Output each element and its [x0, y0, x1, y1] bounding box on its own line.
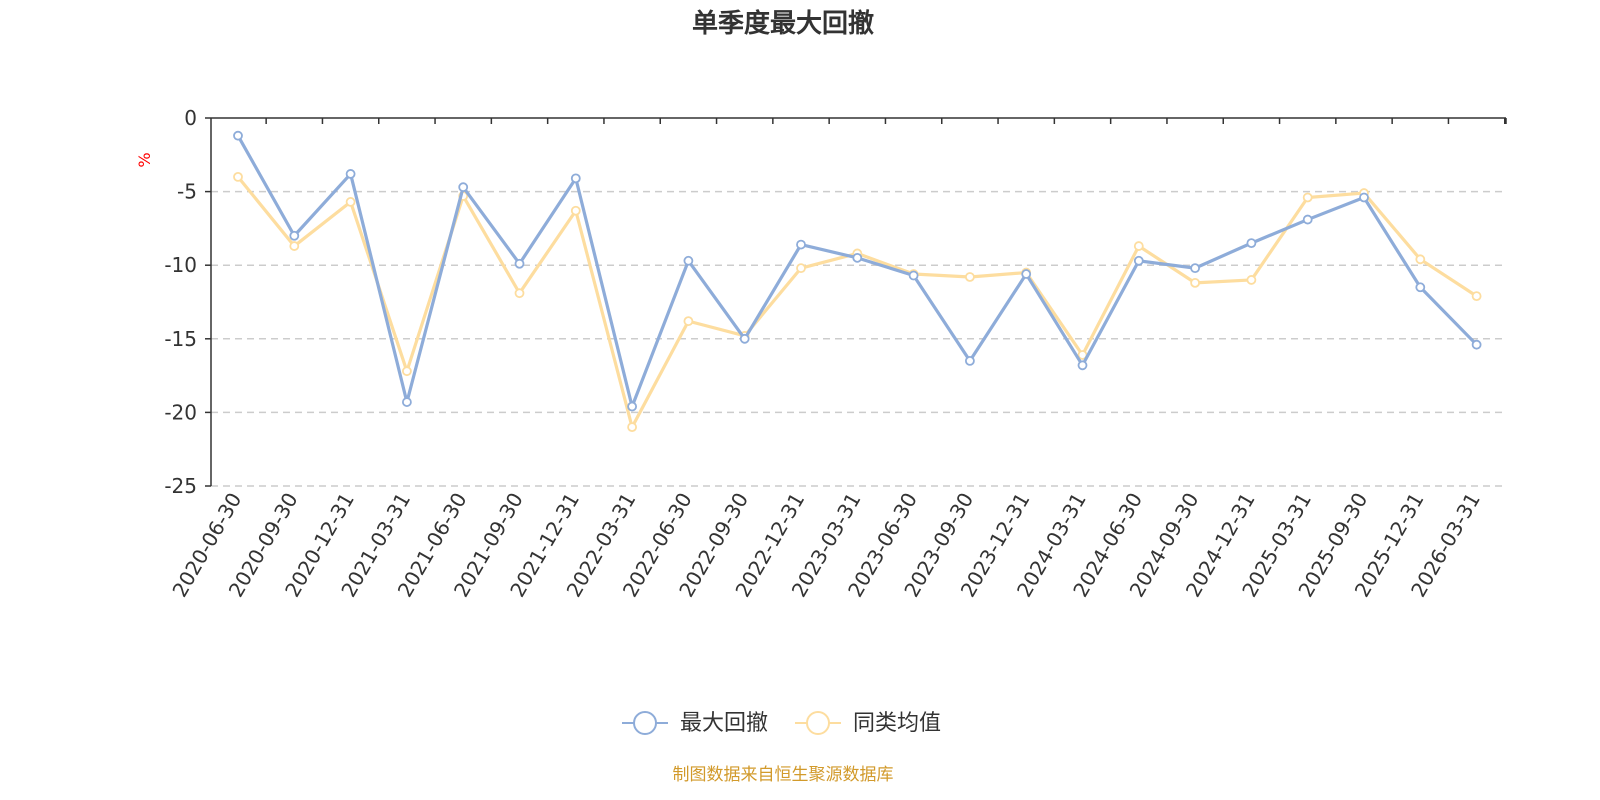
data-point: [1133, 255, 1144, 266]
legend-circle-icon: [633, 711, 657, 735]
data-point: [1190, 277, 1200, 288]
data-point: [965, 355, 975, 366]
data-point: [570, 205, 581, 216]
grid-lines: [211, 190, 1506, 487]
legend-item-series-2[interactable]: 同类均值: [795, 711, 941, 736]
y-tick-label: -5: [177, 180, 197, 204]
legend-item-series-1[interactable]: 最大回撤: [622, 711, 768, 736]
data-point: [1302, 214, 1313, 225]
data-point: [458, 182, 469, 193]
axes: [205, 117, 1507, 487]
data-point: [233, 130, 243, 141]
y-tick-label: -25: [164, 474, 197, 498]
data-point: [514, 288, 525, 299]
data-point: [965, 272, 975, 282]
data-point: [627, 422, 637, 433]
data-point: [289, 241, 300, 251]
data-point: [289, 230, 300, 241]
y-tick-labels: 0 -5 -10 -15 -20 -25: [164, 106, 197, 498]
legend[interactable]: 最大回撤 同类均值: [622, 711, 941, 736]
data-point: [908, 270, 919, 281]
data-point: [1021, 269, 1032, 279]
data-point: [514, 258, 525, 269]
data-point: [233, 171, 243, 182]
data-point: [1415, 254, 1426, 265]
data-point: [683, 255, 694, 266]
y-tick-label: -20: [164, 400, 197, 424]
y-axis-unit: %: [135, 152, 154, 167]
data-point: [1471, 339, 1482, 350]
data-point: [796, 263, 806, 274]
data-point: [401, 366, 412, 377]
data-point: [1302, 192, 1313, 203]
data-point: [1471, 291, 1482, 302]
data-point: [739, 333, 750, 344]
data-point: [401, 397, 412, 407]
data-point: [683, 316, 694, 327]
data-point: [1133, 241, 1144, 251]
data-point: [1359, 192, 1369, 203]
source-note: 制图数据来自恒生聚源数据库: [673, 765, 894, 785]
data-point: [1415, 282, 1426, 293]
series-line: [236, 175, 1479, 429]
y-tick-label: -15: [164, 327, 197, 351]
data-point: [1246, 238, 1257, 249]
data-point: [1190, 263, 1200, 274]
legend-circle-icon: [806, 711, 830, 735]
chart-title: 单季度最大回撤: [692, 8, 874, 39]
data-point: [345, 197, 356, 207]
series-layer: [233, 130, 1482, 433]
legend-label-series-2: 同类均值: [853, 711, 941, 736]
data-point: [852, 252, 863, 263]
series-line: [236, 134, 1479, 409]
series-2: [233, 171, 1482, 433]
data-point: [1246, 275, 1257, 285]
series-1: [233, 130, 1482, 412]
legend-label-series-1: 最大回撤: [680, 711, 768, 736]
data-point: [1077, 360, 1088, 371]
data-point: [345, 169, 356, 179]
data-point: [796, 239, 806, 250]
data-point: [627, 401, 637, 412]
data-point: [570, 173, 581, 184]
x-tick-labels: 2020-06-302020-09-302020-12-312021-03-31…: [167, 489, 1485, 602]
y-tick-label: -10: [164, 253, 197, 277]
y-tick-label: 0: [184, 106, 197, 130]
